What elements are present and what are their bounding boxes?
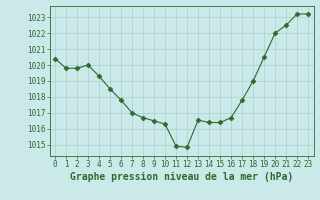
X-axis label: Graphe pression niveau de la mer (hPa): Graphe pression niveau de la mer (hPa) xyxy=(70,172,293,182)
